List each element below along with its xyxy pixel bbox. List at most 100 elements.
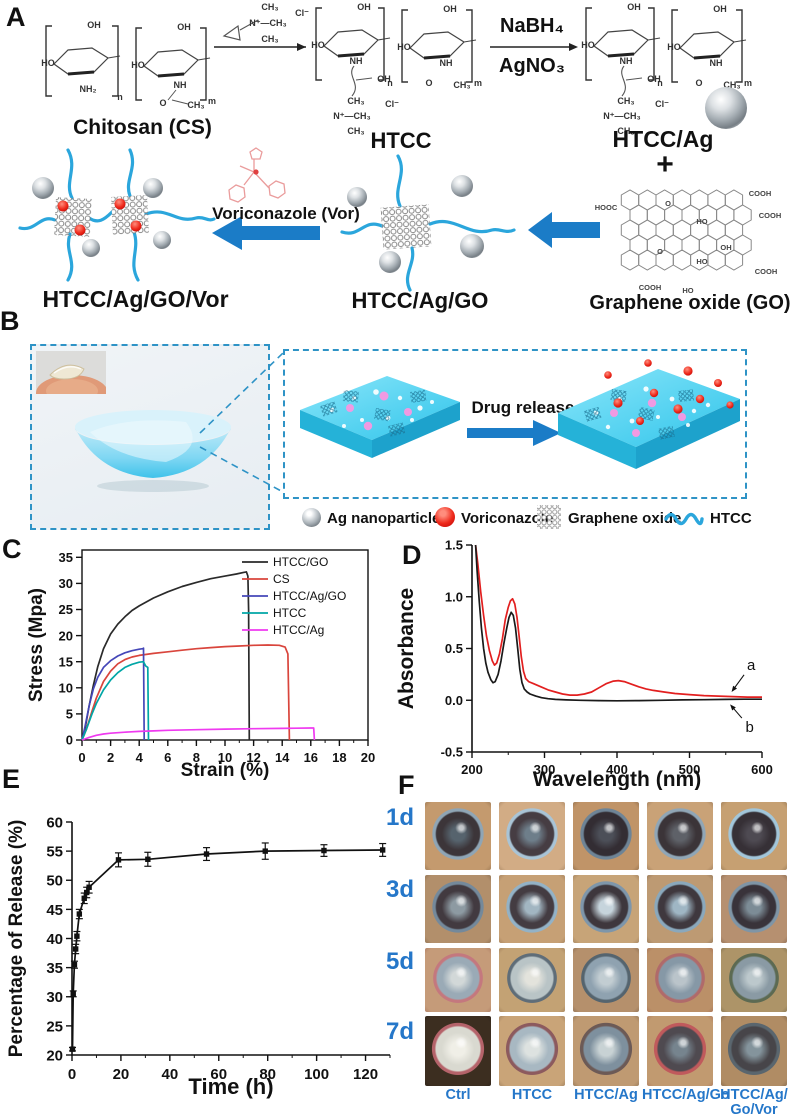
eye-photo-7d-col2 [573, 1016, 639, 1086]
contact-lens-photo-inset [36, 351, 106, 394]
atom-label: CH₃ [723, 80, 740, 90]
voriconazole-dot [114, 198, 126, 210]
svg-text:100: 100 [304, 1066, 329, 1083]
svg-text:6: 6 [164, 750, 171, 765]
svg-text:Absorbance: Absorbance [396, 588, 418, 709]
svg-text:20: 20 [46, 1047, 63, 1064]
svg-text:25: 25 [59, 602, 73, 617]
eye-photo-1d-col1 [499, 802, 565, 870]
atom-label: Cl⁻ [385, 99, 399, 109]
graphene-oxide-label: Graphene oxide (GO) [589, 292, 791, 314]
svg-text:4: 4 [136, 750, 144, 765]
htcc-label: HTCC [370, 128, 432, 153]
eye-photo-1d-col0 [425, 802, 491, 870]
eye-photo-7d-col1 [499, 1016, 565, 1086]
eye-photo-7d-col3 [647, 1016, 713, 1086]
htcc-ag-go-diagram [340, 154, 516, 292]
svg-text:8: 8 [193, 750, 200, 765]
svg-text:35: 35 [46, 960, 63, 977]
eye-photo-3d-col0 [425, 875, 491, 943]
drug-release-label: Drug release [471, 398, 575, 417]
voriconazole-dot [130, 220, 142, 232]
svg-text:0: 0 [66, 733, 73, 748]
svg-text:200: 200 [461, 762, 483, 777]
svg-text:HTCC: HTCC [273, 606, 307, 620]
atom-label: HO [682, 286, 693, 295]
atom-label: HO [667, 42, 681, 52]
atom-label: OH [713, 4, 727, 14]
svg-text:2: 2 [107, 750, 114, 765]
zoom-lines [199, 352, 284, 493]
atom-label: COOH [755, 267, 778, 276]
atom-label: CH₃ [617, 126, 634, 136]
graphene-oxide-structure [620, 189, 752, 271]
panel-label-e: E [2, 764, 21, 794]
svg-text:15: 15 [59, 654, 73, 669]
svg-text:Wavelength (nm): Wavelength (nm) [533, 768, 701, 790]
svg-text:600: 600 [751, 762, 773, 777]
atom-label: O [159, 98, 166, 108]
atom-label: CH₃ [347, 96, 364, 106]
svg-text:Strain (%): Strain (%) [181, 760, 270, 781]
atom-label: O [425, 78, 432, 88]
atom-label: COOH [759, 211, 782, 220]
panel-label-b: B [0, 306, 20, 336]
atom-label: O [665, 199, 671, 208]
atom-label: HOOC [595, 203, 618, 212]
eye-photo-1d-col4 [721, 802, 787, 870]
svg-text:5: 5 [66, 707, 73, 722]
panel-label-f: F [398, 770, 415, 800]
atom-label: CH₃ [617, 96, 634, 106]
atom-label: m [744, 78, 752, 88]
svg-text:20: 20 [361, 750, 375, 765]
eye-photo-3d-col3 [647, 875, 713, 943]
atom-label: n [117, 92, 123, 102]
svg-text:Stress (Mpa): Stress (Mpa) [28, 588, 47, 702]
atom-label: O [657, 247, 663, 256]
col-label-htcc-ag: HTCC/Ag [574, 1087, 638, 1103]
eye-photo-7d-col0 [425, 1016, 491, 1086]
eye-photo-5d-col4 [721, 948, 787, 1012]
eye-photo-7d-col4 [721, 1016, 787, 1086]
htcc-ag-label: HTCC/Ag [612, 126, 714, 152]
eye-photo-5d-col1 [499, 948, 565, 1012]
voriconazole-molecule-sketch [228, 147, 286, 203]
block-arrow-go-to-composite [528, 212, 600, 248]
legend-vor-label: Voriconazole [461, 510, 554, 527]
atom-label: COOH [639, 283, 662, 292]
voriconazole-dot [74, 224, 86, 236]
atom-label: O [695, 78, 702, 88]
eye-photo-3d-col2 [573, 875, 639, 943]
atom-label: OH [720, 243, 731, 252]
atom-label: HO [696, 217, 707, 226]
legend-htcc-label: HTCC [710, 510, 752, 527]
svg-text:Percentage of Release (%): Percentage of Release (%) [6, 820, 27, 1058]
row-label-1d: 1d [386, 804, 415, 831]
eye-photo-5d-col2 [573, 948, 639, 1012]
atom-label: OH [87, 20, 101, 30]
atom-label: m [474, 78, 482, 88]
svg-text:35: 35 [59, 550, 73, 565]
atom-label: n [387, 78, 393, 88]
svg-text:120: 120 [353, 1066, 378, 1083]
legend-go-label: Graphene oxide [568, 510, 682, 527]
col-label-htcc-ag-go-vor: HTCC/Ag/ Go/Vor [720, 1087, 788, 1118]
atom-label: COOH [749, 189, 772, 198]
svg-text:40: 40 [46, 931, 63, 948]
svg-text:0.0: 0.0 [445, 693, 463, 708]
svg-text:0: 0 [78, 750, 85, 765]
svg-text:45: 45 [46, 902, 63, 919]
svg-text:60: 60 [46, 814, 63, 831]
atom-label: HO [41, 58, 55, 68]
htcc-ag-go-vor-diagram [18, 148, 216, 282]
atom-label: NH [174, 80, 187, 90]
atom-label: Cl⁻ [655, 99, 669, 109]
drug-release-box [283, 349, 747, 499]
stress-strain-chart: 0 2 4 6 8 10 12 14 16 18 20 0 5 10 15 20 25 30 35 HTCC/GO CS… [28, 549, 375, 781]
atom-label: CH₃ [347, 126, 364, 136]
svg-text:0: 0 [68, 1066, 76, 1083]
hydrogel-slab-releasing [558, 359, 740, 469]
svg-text:10: 10 [59, 680, 73, 695]
graphene-sheet [380, 204, 432, 250]
